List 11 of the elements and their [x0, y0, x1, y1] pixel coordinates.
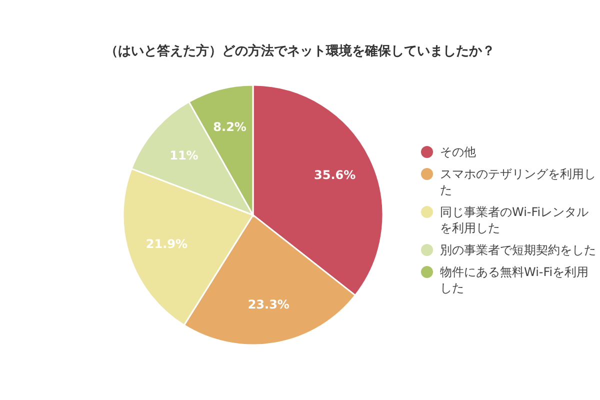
legend-label: 同じ事業者のWi-Fiレンタルを利用した [440, 204, 590, 236]
data-label: 11% [170, 148, 198, 163]
legend-label: 別の事業者で短期契約をした [440, 242, 596, 258]
legend-label: スマホのテザリングを利用した [440, 166, 597, 198]
legend-label: その他 [440, 144, 476, 160]
data-label: 35.6% [314, 168, 356, 182]
chart-title: （はいと答えた方）どの方法でネット環境を確保していましたか？ [104, 42, 496, 60]
data-label: 21.9% [146, 236, 188, 251]
data-label: 8.2% [213, 120, 246, 134]
legend-label: 物件にある無料Wi-Fiを利用した [440, 264, 590, 296]
data-label: 23.3% [248, 298, 290, 312]
